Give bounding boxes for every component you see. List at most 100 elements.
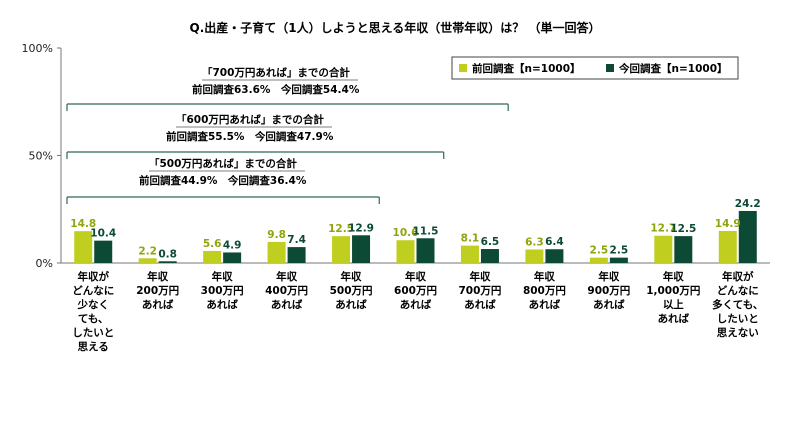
category-label: 年収 800万円あれば bbox=[523, 270, 566, 311]
category-label-line: 年収 bbox=[469, 270, 490, 283]
value-label: 6.3 bbox=[525, 236, 544, 248]
value-label: 14.8 bbox=[70, 218, 96, 230]
category-label-line: 思えない bbox=[717, 327, 759, 339]
bar bbox=[460, 245, 479, 263]
category-label-line: あれば bbox=[335, 298, 367, 311]
value-label: 6.5 bbox=[481, 236, 500, 248]
category-label-line: 年収 bbox=[663, 270, 684, 283]
category-label-line: 年収 bbox=[534, 270, 555, 283]
bar bbox=[718, 230, 737, 263]
bar bbox=[138, 258, 157, 263]
value-label: 12.5 bbox=[670, 223, 696, 235]
legend: 前回調査【n=1000】 今回調査【n=1000】 bbox=[451, 56, 739, 80]
y-axis: 0% 50% 100% bbox=[22, 42, 770, 270]
category-label-line: あれば bbox=[593, 298, 625, 311]
value-label: 24.2 bbox=[735, 198, 761, 210]
y-tick-label: 100% bbox=[22, 42, 53, 55]
category-label-line: 年収 bbox=[276, 270, 297, 283]
legend-swatch bbox=[606, 64, 614, 72]
y-tick-label: 50% bbox=[29, 150, 53, 163]
legend-box bbox=[451, 56, 739, 80]
annotation-body: 前回調査63.6% 今回調査54.4% bbox=[192, 83, 360, 96]
category-label-line: 400万円 bbox=[265, 285, 308, 297]
legend-label: 今回調査【n=1000】 bbox=[618, 62, 728, 75]
category-label-line: あれば bbox=[206, 298, 238, 311]
annotation-bg bbox=[162, 110, 352, 146]
annotation-head: 「600万円あれば」までの合計 bbox=[176, 113, 324, 126]
category-label-line: あれば bbox=[529, 298, 561, 311]
value-label: 4.9 bbox=[223, 239, 242, 251]
value-labels: 14.810.42.2 0.85.6 4.99.8 7.412.512.9 10.611… bbox=[70, 198, 760, 260]
category-label-line: 900万円 bbox=[587, 285, 630, 297]
bar bbox=[352, 235, 371, 263]
category-label: 年収 500万円あれば bbox=[330, 270, 373, 311]
category-label-line: 700万円 bbox=[458, 285, 501, 297]
category-label-line: あれば bbox=[464, 298, 496, 311]
value-label: 6.4 bbox=[545, 236, 564, 248]
bar bbox=[332, 236, 351, 263]
bar bbox=[396, 240, 415, 263]
value-label: 0.8 bbox=[158, 248, 177, 260]
bar bbox=[223, 252, 242, 263]
value-label: 2.5 bbox=[590, 245, 609, 257]
value-label: 5.6 bbox=[203, 238, 222, 250]
category-label-line: 800万円 bbox=[523, 285, 566, 297]
value-label: 11.5 bbox=[413, 225, 439, 237]
bar bbox=[203, 250, 222, 263]
bar bbox=[525, 249, 544, 263]
category-label-line: 年収 bbox=[405, 270, 426, 283]
category-label: 年収がどんなに少なくても、したいと思える bbox=[72, 270, 114, 353]
bars bbox=[74, 210, 757, 263]
category-label: 年収 600万円あれば bbox=[394, 270, 437, 311]
category-label-line: 1,000万円 bbox=[646, 285, 700, 297]
category-label-line: 年収 bbox=[341, 270, 362, 283]
category-label-line: 年収が bbox=[722, 270, 754, 283]
annotation-bg bbox=[135, 154, 325, 190]
category-label-line: あれば bbox=[271, 298, 303, 311]
category-label: 年収がどんなに多くても、したいと思えない bbox=[712, 270, 763, 339]
category-label: 年収 700万円あれば bbox=[458, 270, 501, 311]
category-label-line: 200万円 bbox=[136, 285, 179, 297]
value-label: 12.5 bbox=[328, 223, 354, 235]
bar bbox=[654, 235, 673, 263]
bar bbox=[416, 238, 435, 263]
bar bbox=[589, 257, 608, 263]
annotation-head: 「500万円あれば」までの合計 bbox=[149, 157, 297, 170]
category-label-line: 500万円 bbox=[330, 285, 373, 297]
bar bbox=[158, 261, 177, 263]
category-label-line: あれば bbox=[400, 298, 432, 311]
annotation-body: 前回調査44.9% 今回調査36.4% bbox=[139, 174, 307, 187]
bar bbox=[74, 231, 93, 263]
category-label-line: どんなに bbox=[717, 284, 759, 297]
annotation-head: 「700万円あれば」までの合計 bbox=[202, 66, 350, 79]
category-label-line: したいと bbox=[717, 313, 759, 325]
legend-swatch bbox=[459, 64, 467, 72]
category-label-line: ても、 bbox=[78, 313, 109, 325]
category-label-line: あれば bbox=[142, 298, 174, 311]
category-label-line: したいと bbox=[72, 327, 114, 339]
bar bbox=[267, 241, 286, 263]
value-label: 7.4 bbox=[287, 234, 306, 246]
bar bbox=[480, 249, 499, 263]
category-label-line: 年収が bbox=[77, 270, 109, 283]
category-label-line: 600万円 bbox=[394, 285, 437, 297]
category-label-line: どんなに bbox=[72, 284, 114, 297]
y-tick-label: 0% bbox=[36, 257, 53, 270]
category-label-line: 年収 bbox=[598, 270, 619, 283]
value-label: 8.1 bbox=[461, 233, 480, 245]
value-label: 10.6 bbox=[393, 227, 419, 239]
category-label-line: 年収 bbox=[212, 270, 233, 283]
bar bbox=[738, 210, 757, 263]
value-label: 10.4 bbox=[90, 228, 116, 240]
bar bbox=[609, 257, 628, 263]
value-label: 12.7 bbox=[650, 223, 676, 235]
category-label-line: 年収 bbox=[147, 270, 168, 283]
annotation-body: 前回調査55.5% 今回調査47.9% bbox=[166, 130, 334, 143]
category-label-line: 以上 bbox=[663, 298, 684, 311]
category-label: 年収 400万円あれば bbox=[265, 270, 308, 311]
category-label-line: 300万円 bbox=[201, 285, 244, 297]
value-label: 2.2 bbox=[138, 245, 157, 257]
